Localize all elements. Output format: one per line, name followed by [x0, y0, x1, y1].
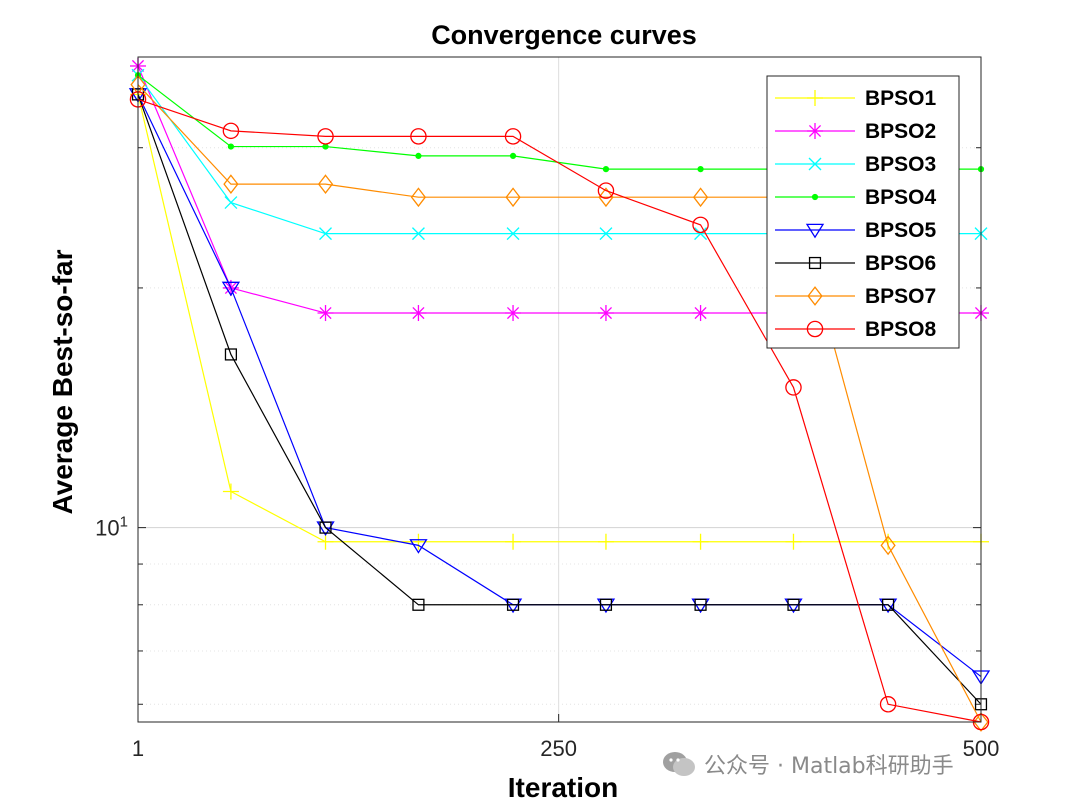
data-point	[319, 521, 332, 534]
watermark: 公众号 · Matlab科研助手	[662, 748, 954, 780]
data-point	[506, 598, 520, 611]
legend-entry: BPSO1	[775, 87, 937, 110]
data-point	[221, 281, 241, 297]
data-point	[785, 533, 802, 550]
data-point	[692, 305, 709, 322]
data-point	[319, 227, 332, 241]
data-point	[880, 535, 896, 556]
data-point	[692, 533, 709, 550]
data-point	[505, 187, 521, 208]
data-point	[415, 152, 422, 159]
data-point	[412, 598, 425, 611]
data-point	[410, 187, 427, 208]
data-point	[322, 143, 329, 150]
data-point	[807, 90, 823, 106]
data-point	[694, 598, 707, 611]
legend-entry: BPSO2	[775, 120, 936, 143]
data-point	[879, 696, 897, 713]
x-tick-label: 500	[963, 736, 1000, 761]
chart-title: Convergence curves	[431, 20, 697, 50]
data-point	[807, 123, 823, 139]
data-point	[222, 483, 239, 500]
legend-entry: BPSO7	[775, 285, 936, 308]
data-point	[224, 196, 238, 210]
series-line	[137, 98, 982, 723]
data-point	[506, 227, 520, 241]
watermark-text: 公众号 · Matlab科研助手	[704, 754, 954, 779]
data-point	[602, 166, 610, 173]
y-axis-label: Average Best-so-far	[47, 249, 78, 514]
legend-label: BPSO1	[865, 87, 937, 110]
data-point	[410, 305, 427, 322]
series-line	[137, 94, 982, 705]
series-line	[137, 94, 981, 543]
series-line	[137, 84, 982, 723]
data-point	[805, 223, 825, 239]
data-point	[599, 227, 613, 241]
legend-entry: BPSO8	[775, 318, 937, 341]
data-point	[317, 305, 334, 322]
legend-entry: BPSO3	[775, 153, 936, 176]
data-point	[317, 174, 334, 195]
legend-label: BPSO3	[865, 153, 936, 176]
legend-label: BPSO2	[865, 120, 936, 143]
data-point	[806, 320, 824, 338]
x-tick-label: 1	[132, 736, 144, 761]
data-point	[597, 533, 614, 550]
series-layer	[128, 57, 991, 732]
data-point	[222, 122, 240, 140]
data-point	[317, 533, 334, 550]
series-bpso7	[130, 74, 989, 732]
data-point	[505, 305, 522, 322]
legend-label: BPSO6	[865, 252, 936, 275]
data-point	[505, 533, 522, 550]
data-point	[694, 227, 708, 241]
data-point	[811, 193, 819, 201]
data-point	[504, 128, 522, 145]
x-axis-label: Iteration	[508, 772, 618, 803]
data-point	[597, 305, 614, 322]
legend: BPSO1 BPSO2 BPSO3 BPSO4 BPSO5 BPSO6 BPSO7 BPSO8	[766, 75, 960, 349]
data-point	[317, 128, 334, 145]
data-point	[807, 286, 823, 306]
data-point	[973, 712, 989, 732]
legend-label: BPSO8	[865, 318, 937, 341]
legend-entry: BPSO5	[775, 219, 937, 242]
data-point	[692, 216, 709, 234]
legend-label: BPSO5	[865, 219, 937, 242]
plot-frame	[137, 56, 982, 723]
data-point	[785, 379, 802, 396]
data-point	[881, 598, 895, 611]
wechat-icon	[663, 752, 695, 776]
legend-entry: BPSO6	[775, 252, 936, 275]
data-point	[597, 182, 615, 199]
data-point	[599, 598, 613, 611]
legend-label: BPSO4	[865, 186, 937, 209]
data-point	[697, 166, 704, 173]
legend-label: BPSO7	[865, 285, 936, 308]
data-point	[223, 174, 239, 195]
data-point	[411, 227, 425, 241]
data-point	[787, 598, 800, 611]
x-tick-label: 250	[540, 736, 577, 761]
data-point	[410, 128, 427, 145]
data-point	[598, 187, 614, 208]
data-point	[692, 187, 709, 208]
legend-entry: BPSO4	[775, 186, 937, 209]
data-point	[409, 539, 428, 554]
data-point	[808, 157, 822, 171]
y-tick-label: 101	[95, 514, 128, 541]
data-point	[509, 152, 517, 159]
data-point	[227, 143, 235, 150]
data-point	[224, 348, 238, 361]
ticks: 1 250 500 101	[95, 147, 1000, 761]
legend-box	[766, 75, 960, 349]
data-point	[808, 256, 822, 270]
data-point	[410, 533, 427, 550]
